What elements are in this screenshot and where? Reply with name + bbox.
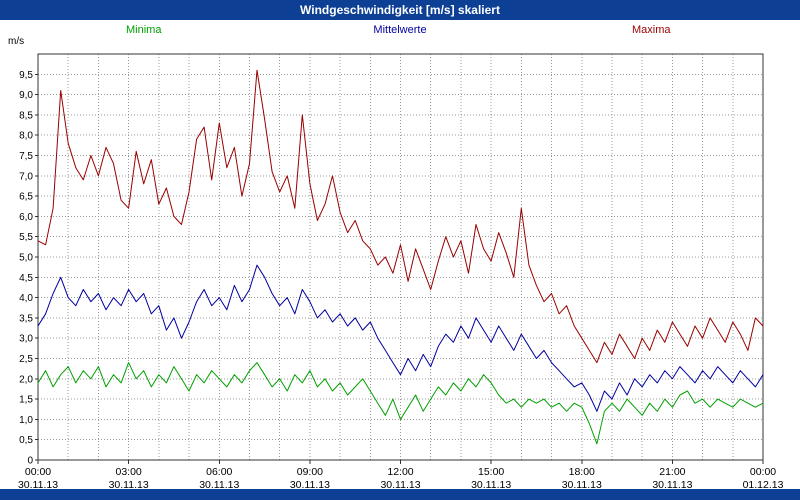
y-tick-label: 4,0 — [19, 293, 33, 304]
x-tick-date-label: 30.11.13 — [380, 479, 420, 490]
y-tick-label: 4,5 — [19, 273, 33, 284]
x-tick-date-label: 30.11.13 — [290, 479, 330, 490]
bottom-bar — [0, 489, 800, 500]
x-tick-time-label: 15:00 — [478, 466, 504, 478]
y-tick-label: 7,0 — [19, 171, 33, 182]
y-tick-label: 6,5 — [19, 192, 33, 203]
y-tick-label: 1,0 — [19, 415, 33, 426]
chart-title: Windgeschwindigkeit [m/s] skaliert — [300, 3, 500, 17]
x-tick-time-label: 06:00 — [206, 466, 232, 478]
legend-minima-label: Minima — [126, 24, 162, 36]
x-tick-time-label: 18:00 — [569, 466, 595, 478]
legend-mittelwerte-label: Mittelwerte — [373, 24, 427, 36]
y-tick-label: 9,0 — [19, 90, 33, 101]
y-tick-label: 3,5 — [19, 313, 33, 324]
x-tick-date-label: 30.11.13 — [18, 479, 58, 490]
y-tick-label: 0,5 — [19, 435, 33, 446]
y-tick-label: 8,0 — [19, 131, 33, 142]
legend-maxima-label: Maxima — [632, 24, 671, 36]
x-tick-date-label: 30.11.13 — [199, 479, 239, 490]
title-bar: Windgeschwindigkeit [m/s] skaliert — [0, 0, 800, 20]
x-tick-time-label: 00:00 — [750, 466, 776, 478]
y-axis-unit-label: m/s — [8, 36, 25, 47]
y-tick-label: 0 — [27, 456, 33, 467]
y-tick-label: 2,5 — [19, 354, 33, 365]
x-tick-time-label: 03:00 — [115, 466, 141, 478]
wind-speed-chart: 0 0,5 1,0 1,5 2,0 2,5 3,0 3,5 4,0 4,5 5,0 5,5 6,0 6,5… — [18, 53, 784, 490]
y-tick-label: 9,5 — [19, 70, 33, 81]
y-tick-label: 8,5 — [19, 110, 33, 121]
x-tick-time-label: 09:00 — [297, 466, 323, 478]
x-tick-time-label: 21:00 — [659, 466, 685, 478]
x-tick-date-label: 30.11.13 — [471, 479, 511, 490]
y-tick-label: 5,0 — [19, 253, 33, 264]
y-tick-label: 1,5 — [19, 395, 33, 406]
y-axis-labels: 0 0,5 1,0 1,5 2,0 2,5 3,0 3,5 4,0 4,5 5,0 5,5 6,0 6,5… — [19, 70, 38, 467]
y-tick-label: 5,5 — [19, 232, 33, 243]
y-tick-label: 7,5 — [19, 151, 33, 162]
x-axis-labels: 00:0030.11.1303:0030.11.1306:0030.11.130… — [18, 460, 784, 490]
series-maxima-line — [37, 69, 764, 364]
x-tick-time-label: 12:00 — [387, 466, 413, 478]
y-tick-label: 3,0 — [19, 334, 33, 345]
gridlines — [38, 54, 763, 460]
x-tick-date-label: 30.11.13 — [109, 479, 149, 490]
y-tick-label: 2,0 — [19, 374, 33, 385]
x-tick-date-label: 01.12.13 — [743, 479, 784, 490]
series-mittelwerte-line — [37, 264, 764, 412]
x-tick-date-label: 30.11.13 — [652, 479, 692, 490]
x-tick-time-label: 00:00 — [25, 466, 51, 478]
series-minima-line — [37, 362, 764, 445]
y-tick-label: 6,0 — [19, 212, 33, 223]
x-tick-date-label: 30.11.13 — [562, 479, 602, 490]
